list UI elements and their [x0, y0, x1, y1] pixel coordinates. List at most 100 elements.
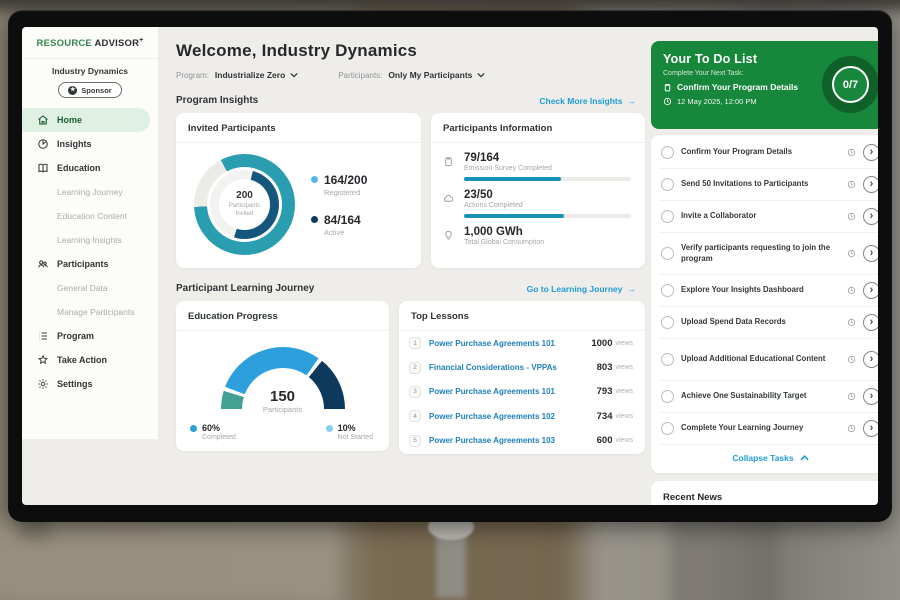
- views-label: views: [615, 339, 633, 347]
- participants-dropdown-value: Only My Participants: [388, 70, 473, 80]
- todo-task[interactable]: Invite a Collaborator ›: [659, 201, 878, 233]
- stat-value: 79/164: [464, 152, 500, 164]
- task-checkbox[interactable]: [661, 353, 674, 366]
- sidebar-item-label: Education Content: [57, 211, 127, 222]
- invited-participants-card: Invited Participants 200 Participants In…: [176, 113, 421, 268]
- sidebar-item-education[interactable]: Education: [22, 156, 158, 180]
- task-open-button[interactable]: ›: [863, 420, 878, 437]
- sponsor-label: Sponsor: [81, 85, 112, 95]
- check-more-insights-link[interactable]: Check More Insights →: [539, 96, 636, 106]
- lesson-link[interactable]: Power Purchase Agreements 101: [429, 338, 555, 348]
- stat-emission-survey: 79/164 Emission Survey Completed: [443, 152, 631, 181]
- task-open-button[interactable]: ›: [863, 144, 878, 161]
- task-label: Confirm Your Program Details: [681, 147, 793, 157]
- clock-icon: [847, 180, 856, 189]
- task-open-button[interactable]: ›: [863, 351, 878, 368]
- education-gauge-chart: 150 Participants: [220, 347, 345, 471]
- lesson-views: 1000: [591, 337, 613, 349]
- progress-bar: [464, 214, 631, 218]
- task-open-button[interactable]: ›: [863, 176, 878, 193]
- participants-information-card: Participants Information 79/164 Emission…: [431, 113, 645, 268]
- legend-dot: [190, 425, 197, 432]
- lesson-views: 600: [596, 435, 613, 447]
- task-checkbox[interactable]: [661, 247, 674, 260]
- todo-task[interactable]: Explore Your Insights Dashboard ›: [659, 275, 878, 307]
- sidebar-item-learning-journey[interactable]: Learning Journey: [22, 180, 158, 204]
- views-label: views: [615, 364, 633, 372]
- sidebar-nav: Home Insights Education Learning Journey…: [22, 108, 158, 396]
- people-icon: [37, 258, 49, 270]
- star-icon: [37, 354, 49, 366]
- donut-legend: 164/200 Registered 84/164 Active: [311, 173, 367, 237]
- sidebar-item-program[interactable]: Program: [22, 324, 158, 348]
- lesson-views: 803: [596, 362, 613, 374]
- clipboard-icon: [443, 152, 456, 181]
- sidebar-item-label: Manage Participants: [57, 307, 135, 318]
- sidebar-item-label: Participants: [57, 259, 109, 270]
- task-checkbox[interactable]: [661, 422, 674, 435]
- task-label: Send 50 Invitations to Participants: [681, 179, 809, 189]
- task-checkbox[interactable]: [661, 316, 674, 329]
- lesson-rank: 2: [409, 361, 421, 374]
- lesson-link[interactable]: Financial Considerations - VPPAs: [429, 363, 557, 373]
- sidebar-item-participants[interactable]: Participants: [22, 252, 158, 276]
- legend-label: Registered: [324, 187, 361, 197]
- todo-task[interactable]: Send 50 Invitations to Participants ›: [659, 169, 878, 201]
- sidebar-item-manage-participants[interactable]: Manage Participants: [22, 300, 158, 324]
- logo-resource: RESOURCE: [36, 38, 92, 50]
- task-open-button[interactable]: ›: [863, 388, 878, 405]
- task-label: Achieve One Sustainability Target: [681, 391, 807, 401]
- todo-task[interactable]: Complete Your Learning Journey ›: [659, 413, 878, 445]
- todo-task[interactable]: Confirm Your Program Details ›: [659, 137, 878, 169]
- todo-task[interactable]: Upload Spend Data Records ›: [659, 307, 878, 339]
- lesson-link[interactable]: Power Purchase Agreements 103: [429, 436, 555, 446]
- recent-news-card: Recent News: [651, 481, 878, 505]
- sidebar-item-insights[interactable]: Insights: [22, 132, 158, 156]
- task-label: Complete Your Learning Journey: [681, 423, 804, 433]
- task-checkbox[interactable]: [661, 210, 674, 223]
- todo-task[interactable]: Verify participants requesting to join t…: [659, 233, 878, 275]
- task-checkbox[interactable]: [661, 146, 674, 159]
- clock-icon: [847, 212, 856, 221]
- lesson-row: 5 Power Purchase Agreements 103 600 view…: [399, 429, 645, 453]
- go-to-learning-journey-link[interactable]: Go to Learning Journey →: [527, 284, 636, 294]
- clock-icon: [847, 424, 856, 433]
- task-checkbox[interactable]: [661, 178, 674, 191]
- legend-value: 10%: [337, 423, 356, 433]
- chevron-up-icon: [799, 455, 809, 461]
- task-open-button[interactable]: ›: [863, 208, 878, 225]
- sidebar-item-label: Settings: [57, 379, 93, 390]
- todo-header-card: Your To Do List Complete Your Next Task:…: [651, 41, 878, 129]
- sidebar-item-education-content[interactable]: Education Content: [22, 204, 158, 228]
- todo-next-task: Confirm Your Program Details: [677, 82, 799, 92]
- program-dropdown[interactable]: Industrialize Zero: [215, 70, 298, 80]
- donut-center-value: 200: [236, 190, 253, 202]
- sidebar-item-learning-insights[interactable]: Learning Insights: [22, 228, 158, 252]
- task-checkbox[interactable]: [661, 284, 674, 297]
- logo-advisor: ADVISOR: [94, 38, 140, 50]
- app-logo: RESOURCE ADVISOR+: [22, 27, 158, 49]
- learning-journey-title: Participant Learning Journey: [176, 283, 315, 294]
- task-open-button[interactable]: ›: [863, 245, 878, 262]
- todo-task[interactable]: Achieve One Sustainability Target ›: [659, 381, 878, 413]
- recent-news-title: Recent News: [663, 492, 723, 503]
- lesson-link[interactable]: Power Purchase Agreements 102: [429, 411, 555, 421]
- task-checkbox[interactable]: [661, 390, 674, 403]
- sidebar-item-take-action[interactable]: Take Action: [22, 348, 158, 372]
- lesson-link[interactable]: Power Purchase Agreements 101: [429, 387, 555, 397]
- lesson-views: 793: [596, 386, 613, 398]
- task-open-button[interactable]: ›: [863, 282, 878, 299]
- book-icon: [37, 162, 49, 174]
- sidebar-item-home[interactable]: Home: [22, 108, 150, 133]
- task-open-button[interactable]: ›: [863, 314, 878, 331]
- sidebar-item-settings[interactable]: Settings: [22, 372, 158, 396]
- invited-donut-chart: 200 Participants Invited: [194, 154, 295, 255]
- lesson-views: 734: [596, 410, 613, 422]
- dashboard-screen: RESOURCE ADVISOR+ Industry Dynamics ★ Sp…: [22, 27, 878, 505]
- task-label: Upload Additional Educational Content: [681, 354, 826, 364]
- participants-dropdown[interactable]: Only My Participants: [388, 70, 486, 80]
- collapse-tasks-link[interactable]: Collapse Tasks: [659, 445, 878, 471]
- todo-task[interactable]: Upload Additional Educational Content ›: [659, 339, 878, 381]
- sidebar-item-general-data[interactable]: General Data: [22, 276, 158, 300]
